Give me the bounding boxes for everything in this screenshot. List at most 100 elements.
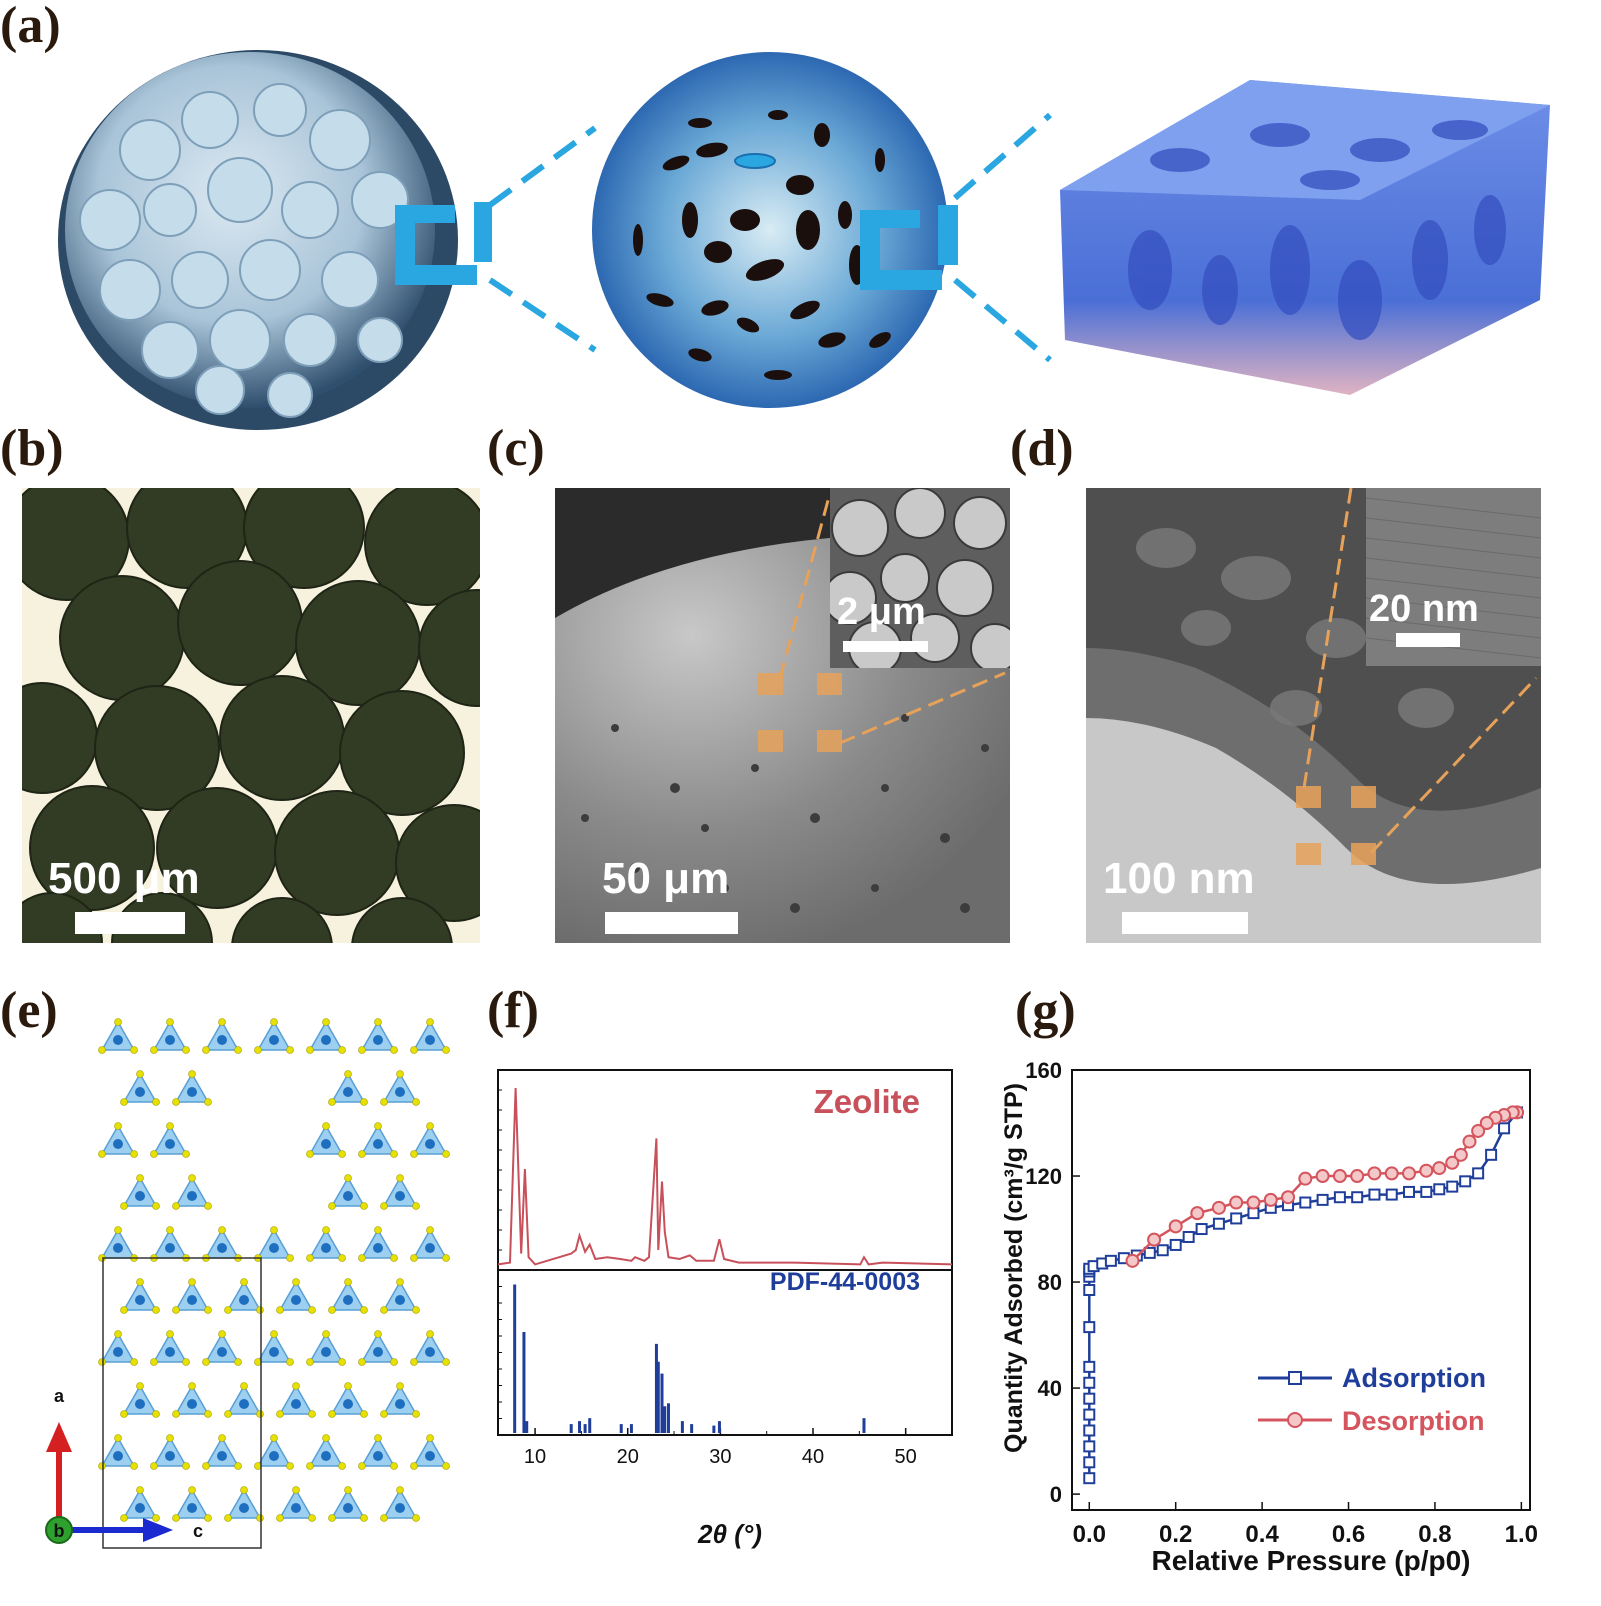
desorption-point: [1384, 1166, 1399, 1181]
si-atom: [217, 1243, 227, 1253]
adsorption-point: [1083, 1408, 1096, 1421]
si-atom: [187, 1191, 197, 1201]
desorption-point: [1419, 1163, 1434, 1178]
si-atom: [291, 1503, 301, 1513]
particle-cluster: [58, 50, 458, 430]
desorption-point: [1211, 1200, 1226, 1215]
adsorption-point: [1156, 1244, 1169, 1257]
si-atom: [187, 1087, 197, 1097]
o-atom: [380, 1514, 388, 1522]
o-atom: [412, 1410, 420, 1418]
adsorption-point: [1182, 1230, 1195, 1243]
o-atom: [120, 1514, 128, 1522]
o-atom: [270, 1434, 278, 1442]
y-tick-label: 40: [1038, 1376, 1062, 1401]
o-atom: [344, 1486, 352, 1494]
o-atom: [188, 1070, 196, 1078]
o-atom: [442, 1254, 450, 1262]
o-atom: [358, 1254, 366, 1262]
o-atom: [188, 1382, 196, 1390]
o-atom: [130, 1046, 138, 1054]
adsorption-point: [1472, 1167, 1485, 1180]
scale-label-b: 500 μm: [48, 854, 200, 903]
o-atom: [360, 1202, 368, 1210]
o-atom: [410, 1358, 418, 1366]
desorption-point: [1350, 1169, 1365, 1184]
o-atom: [270, 1330, 278, 1338]
x-tick-label: 0.8: [1418, 1521, 1451, 1548]
o-atom: [308, 1410, 316, 1418]
si-atom: [239, 1295, 249, 1305]
o-atom: [120, 1098, 128, 1106]
adsorption-point: [1083, 1472, 1096, 1485]
o-atom: [328, 1410, 336, 1418]
adsorption-point: [1212, 1217, 1225, 1230]
plot-frame: [497, 1069, 953, 1436]
o-atom: [292, 1486, 300, 1494]
si-atom: [135, 1087, 145, 1097]
zoom-line: [953, 112, 1052, 201]
o-atom: [224, 1306, 232, 1314]
si-atom: [135, 1399, 145, 1409]
si-atom: [269, 1451, 279, 1461]
si-atom: [113, 1347, 123, 1357]
o-atom: [166, 1330, 174, 1338]
x-axis-label: Relative Pressure (p/p0): [1151, 1545, 1470, 1576]
si-atom: [425, 1347, 435, 1357]
o-atom: [152, 1514, 160, 1522]
si-atom: [135, 1503, 145, 1513]
o-atom: [358, 1462, 366, 1470]
desorption-point: [1462, 1134, 1477, 1149]
o-atom: [360, 1514, 368, 1522]
si-atom: [321, 1243, 331, 1253]
desorption-point: [1281, 1190, 1296, 1205]
o-atom: [322, 1226, 330, 1234]
o-atom: [98, 1046, 106, 1054]
o-atom: [172, 1306, 180, 1314]
desorption-point: [1147, 1232, 1162, 1247]
o-atom: [182, 1150, 190, 1158]
o-atom: [442, 1358, 450, 1366]
adsorption-point: [1143, 1246, 1156, 1259]
o-atom: [412, 1202, 420, 1210]
o-atom: [410, 1254, 418, 1262]
desorption-point: [1298, 1171, 1313, 1186]
o-atom: [358, 1150, 366, 1158]
o-atom: [380, 1306, 388, 1314]
desorption-point: [1471, 1123, 1486, 1138]
o-atom: [390, 1462, 398, 1470]
o-atom: [374, 1122, 382, 1130]
x-axis-label: 2θ (°): [697, 1519, 762, 1549]
y-tick-label: 120: [1025, 1164, 1062, 1189]
o-atom: [380, 1098, 388, 1106]
o-atom: [218, 1226, 226, 1234]
o-atom: [240, 1486, 248, 1494]
si-atom: [135, 1191, 145, 1201]
si-atom: [165, 1035, 175, 1045]
o-atom: [172, 1202, 180, 1210]
si-atom: [269, 1243, 279, 1253]
o-atom: [204, 1098, 212, 1106]
o-atom: [114, 1018, 122, 1026]
o-atom: [152, 1098, 160, 1106]
panel-a-schematic: [58, 50, 1550, 430]
sem-inset: [830, 488, 1010, 668]
x-tick-label: 0.4: [1245, 1521, 1279, 1548]
si-atom: [425, 1451, 435, 1461]
si-atom: [395, 1503, 405, 1513]
si-atom: [187, 1503, 197, 1513]
o-atom: [152, 1410, 160, 1418]
o-atom: [150, 1462, 158, 1470]
si-atom: [217, 1347, 227, 1357]
si-atom: [165, 1451, 175, 1461]
o-atom: [256, 1410, 264, 1418]
si-atom: [373, 1035, 383, 1045]
panel-label-a: (a): [0, 0, 61, 54]
o-atom: [328, 1202, 336, 1210]
legend-zeolite: Zeolite: [814, 1083, 920, 1120]
o-atom: [166, 1122, 174, 1130]
o-atom: [306, 1046, 314, 1054]
o-atom: [344, 1174, 352, 1182]
si-atom: [373, 1451, 383, 1461]
o-atom: [276, 1306, 284, 1314]
